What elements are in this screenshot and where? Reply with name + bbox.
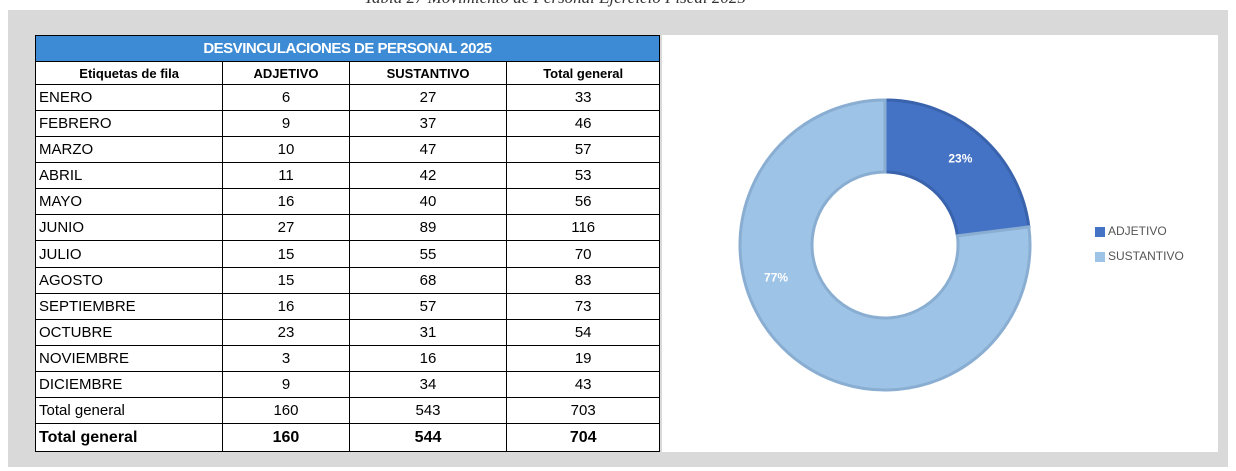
table-row: OCTUBRE 23 31 54 — [34, 318, 660, 346]
cell: 16 — [222, 292, 350, 320]
cell: 160 — [222, 397, 350, 425]
cell: 27 — [222, 214, 350, 242]
table-row: FEBRERO 9 37 46 — [34, 110, 660, 138]
table-row: JULIO 15 55 70 — [34, 240, 660, 268]
cell: 15 — [222, 240, 350, 268]
cell: MAYO — [34, 188, 224, 216]
legend-label: SUSTANTIVO — [1108, 249, 1184, 263]
table-row: DICIEMBRE 9 34 43 — [34, 370, 660, 399]
cell: ENERO — [34, 83, 224, 112]
donut-chart: 23% 77% ADJETIVO SUSTANTIVO — [662, 35, 1218, 452]
cell: NOVIEMBRE — [34, 344, 224, 372]
data-label: 77% — [764, 271, 788, 285]
cell: 89 — [348, 214, 508, 242]
column-header: Total general — [506, 61, 660, 85]
cell: 9 — [222, 370, 350, 399]
cell: Total general — [34, 397, 224, 425]
cell: JULIO — [34, 240, 224, 268]
table-row: MARZO 10 47 57 — [34, 136, 660, 164]
cell: 56 — [506, 188, 660, 216]
cell: 544 — [348, 423, 508, 452]
cell: 70 — [506, 240, 660, 268]
table-row: SEPTIEMBRE 16 57 73 — [34, 292, 660, 320]
cell: 23 — [222, 318, 350, 346]
cell: 11 — [222, 162, 350, 190]
cell: 68 — [348, 266, 508, 294]
cell: 3 — [222, 344, 350, 372]
cell: 43 — [506, 370, 660, 399]
cell: DICIEMBRE — [34, 370, 224, 399]
data-label: 23% — [948, 152, 972, 166]
cell: 16 — [222, 188, 350, 216]
caption: Tabla 27 Movimiento de Personal Ejercici… — [0, 0, 1110, 8]
cell: 53 — [506, 162, 660, 190]
donut-segment — [738, 98, 1032, 392]
table-row: AGOSTO 15 68 83 — [34, 266, 660, 294]
cell: 42 — [348, 162, 508, 190]
cell: FEBRERO — [34, 110, 224, 138]
table-row: ABRIL 11 42 53 — [34, 162, 660, 190]
cell: 33 — [506, 83, 660, 112]
cell: 40 — [348, 188, 508, 216]
cell: Total general — [34, 423, 224, 452]
column-header: ADJETIVO — [222, 61, 350, 85]
cell: 543 — [348, 397, 508, 425]
column-header: SUSTANTIVO — [348, 61, 508, 85]
cell: 160 — [222, 423, 350, 452]
cell: 57 — [348, 292, 508, 320]
cell: 6 — [222, 83, 350, 112]
cell: 83 — [506, 266, 660, 294]
cell: SEPTIEMBRE — [34, 292, 224, 320]
table-row: Total general 160 544 704 — [34, 423, 660, 452]
data-table: DESVINCULACIONES DE PERSONAL 2025 Etique… — [34, 34, 660, 452]
donut-segment — [883, 98, 1031, 238]
legend-swatch — [1095, 252, 1105, 262]
cell: 27 — [348, 83, 508, 112]
cell: 46 — [506, 110, 660, 138]
cell: 47 — [348, 136, 508, 164]
cell: 704 — [506, 423, 660, 452]
cell: 9 — [222, 110, 350, 138]
header-row: Etiquetas de fila ADJETIVO SUSTANTIVO Total… — [34, 61, 660, 85]
table-row: JUNIO 27 89 116 — [34, 214, 660, 242]
cell: 16 — [348, 344, 508, 372]
cell: MARZO — [34, 136, 224, 164]
cell: 54 — [506, 318, 660, 346]
cell: 37 — [348, 110, 508, 138]
cell: OCTUBRE — [34, 318, 224, 346]
cell: 116 — [506, 214, 660, 242]
cell: 73 — [506, 292, 660, 320]
cell: 55 — [348, 240, 508, 268]
table-row: NOVIEMBRE 3 16 19 — [34, 344, 660, 372]
cell: JUNIO — [34, 214, 224, 242]
cell: 34 — [348, 370, 508, 399]
cell: 703 — [506, 397, 660, 425]
cell: ABRIL — [34, 162, 224, 190]
table-row: MAYO 16 40 56 — [34, 188, 660, 216]
cell: AGOSTO — [34, 266, 224, 294]
legend-label: ADJETIVO — [1108, 224, 1167, 238]
cell: 15 — [222, 266, 350, 294]
table-row: ENERO 6 27 33 — [34, 83, 660, 112]
cell: 31 — [348, 318, 508, 346]
cell: 19 — [506, 344, 660, 372]
legend-swatch — [1095, 227, 1105, 237]
cell: 57 — [506, 136, 660, 164]
table-title: DESVINCULACIONES DE PERSONAL 2025 — [35, 34, 660, 63]
table-row: Total general 160 543 703 — [34, 397, 660, 425]
column-header: Etiquetas de fila — [34, 61, 224, 85]
cell: 10 — [222, 136, 350, 164]
